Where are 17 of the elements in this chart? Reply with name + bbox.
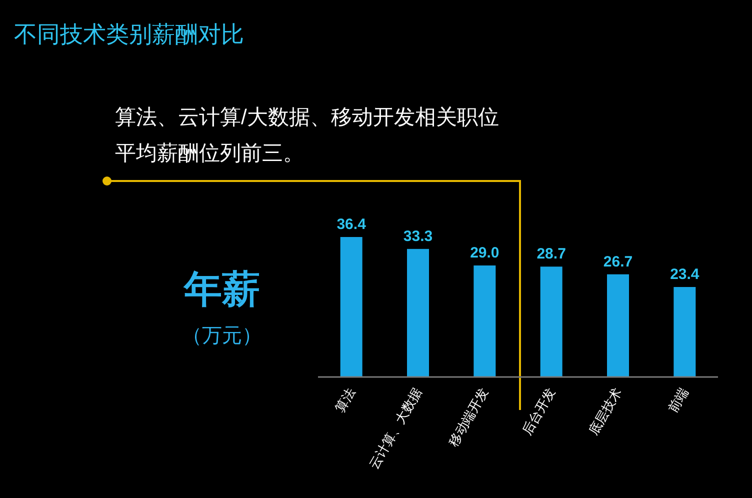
x-tick-label: 云计算、大数据 xyxy=(366,385,425,472)
text: （万元） xyxy=(182,325,262,347)
x-tick-label: 前端 xyxy=(665,385,692,416)
x-tick-label: 后台开发 xyxy=(518,385,558,438)
data-label: 26.7 xyxy=(603,253,633,270)
x-tick-label: 底层技术 xyxy=(586,385,625,438)
data-label: 23.4 xyxy=(670,266,700,283)
text: 不同技术类别薪酬对比 xyxy=(14,21,244,47)
data-label: 29.0 xyxy=(470,244,500,262)
x-tick-label: 算法 xyxy=(332,385,358,416)
text: 平均薪酬位列前三。 xyxy=(115,142,304,165)
data-label: 33.3 xyxy=(403,228,433,245)
data-label: 36.4 xyxy=(336,216,367,233)
text: 算法、云计算/大数据、移动开发相关职位 xyxy=(115,106,499,129)
x-tick-label: 移动端开发 xyxy=(446,385,492,449)
data-label: 28.7 xyxy=(536,246,566,263)
y-axis-title: 年薪 xyxy=(183,269,260,311)
